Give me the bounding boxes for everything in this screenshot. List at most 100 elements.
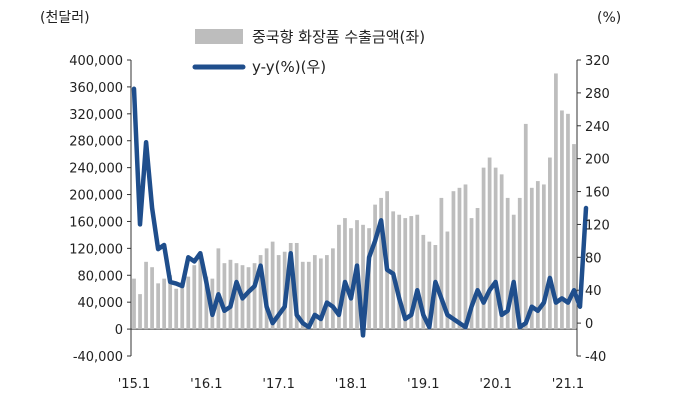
bar xyxy=(349,228,353,330)
right-tick-label: 320 xyxy=(585,54,610,69)
bar xyxy=(306,261,311,330)
bar xyxy=(144,261,148,330)
bar xyxy=(535,181,540,330)
bar xyxy=(337,224,341,330)
bar xyxy=(156,283,160,330)
bar xyxy=(523,123,528,330)
bar xyxy=(222,263,227,330)
left-tick-label: 40,000 xyxy=(78,296,124,311)
bar xyxy=(325,255,329,330)
bar xyxy=(481,167,486,330)
right-tick-label: 120 xyxy=(585,218,610,233)
bar xyxy=(361,224,365,330)
bar xyxy=(427,241,432,330)
legend-line-label: y-y(%)(우) xyxy=(252,58,326,76)
bar xyxy=(391,211,396,330)
bar xyxy=(343,218,347,330)
bar xyxy=(174,288,179,330)
bar xyxy=(541,184,546,330)
left-tick-label: 360,000 xyxy=(69,81,123,96)
legend: 중국향 화장품 수출금액(좌) y-y(%)(우) xyxy=(192,28,425,76)
bar-series xyxy=(132,73,576,330)
bar xyxy=(270,241,275,330)
bar xyxy=(529,187,534,330)
bar xyxy=(517,197,522,330)
bar xyxy=(511,214,516,330)
bar xyxy=(554,73,558,330)
bar xyxy=(499,174,504,330)
left-tick-label: 0 xyxy=(115,323,123,338)
bar xyxy=(312,255,317,330)
bar xyxy=(264,248,269,330)
legend-bar-label: 중국향 화장품 수출금액(좌) xyxy=(252,28,425,46)
left-tick-label: 320,000 xyxy=(69,108,123,123)
left-tick-label: 200,000 xyxy=(69,189,123,204)
bar xyxy=(493,167,498,330)
bar xyxy=(294,242,299,330)
right-tick-label: 40 xyxy=(585,284,602,299)
bar xyxy=(379,197,383,330)
bar xyxy=(373,204,377,330)
left-unit-label: (천달러) xyxy=(40,10,90,26)
bar xyxy=(487,157,492,330)
left-tick-label: 240,000 xyxy=(69,162,123,177)
right-tick-label: 80 xyxy=(585,251,602,266)
x-tick-label: '15.1 xyxy=(118,377,151,392)
left-tick-label: 160,000 xyxy=(69,215,123,230)
bar xyxy=(132,278,136,330)
bar xyxy=(548,157,552,330)
bar xyxy=(216,248,221,330)
x-tick-label: '19.1 xyxy=(407,377,440,392)
right-tick-label: 240 xyxy=(585,120,610,135)
right-unit-label: (%) xyxy=(597,10,621,26)
bar xyxy=(198,255,203,330)
bar xyxy=(451,191,456,330)
bar xyxy=(439,197,444,330)
bar xyxy=(138,294,142,330)
bar xyxy=(180,282,185,330)
right-tick-label: 200 xyxy=(585,153,610,168)
bar xyxy=(397,214,402,330)
right-tick-label: -40 xyxy=(585,350,606,365)
tick-labels: 400,000 360,000 320,000 280,000 240,000 200,0… xyxy=(40,10,621,392)
yoy-line xyxy=(131,86,589,338)
legend-bar-swatch xyxy=(195,29,243,44)
bar xyxy=(162,278,167,330)
bar xyxy=(421,234,426,330)
bar xyxy=(572,144,576,330)
bar xyxy=(252,263,257,330)
bar xyxy=(258,255,263,330)
bar xyxy=(168,275,173,330)
bar xyxy=(150,267,154,330)
bar xyxy=(566,113,570,330)
bar xyxy=(246,267,251,330)
bar xyxy=(445,231,450,330)
bar xyxy=(457,187,462,330)
left-tick-label: 400,000 xyxy=(69,54,123,69)
x-tick-label: '17.1 xyxy=(262,377,295,392)
bar xyxy=(192,265,197,330)
x-tick-label: '20.1 xyxy=(479,377,512,392)
x-tick-label: '18.1 xyxy=(335,377,368,392)
bar xyxy=(415,214,420,330)
bar xyxy=(276,255,281,330)
right-tick-label: 160 xyxy=(585,186,610,201)
bar xyxy=(409,216,414,330)
x-tick-label: '16.1 xyxy=(190,377,223,392)
bar xyxy=(300,261,305,330)
right-tick-label: 0 xyxy=(585,317,593,332)
bar xyxy=(228,259,233,330)
left-tick-label: -40,000 xyxy=(73,350,123,365)
bar xyxy=(318,258,323,330)
bar xyxy=(204,276,209,330)
bar xyxy=(403,218,408,330)
bar xyxy=(505,197,510,330)
bar xyxy=(186,276,191,330)
left-tick-label: 80,000 xyxy=(78,269,124,284)
bar xyxy=(475,208,480,330)
bar xyxy=(331,248,335,330)
right-tick-label: 280 xyxy=(585,87,610,102)
bar xyxy=(288,242,293,330)
bar xyxy=(560,110,564,330)
